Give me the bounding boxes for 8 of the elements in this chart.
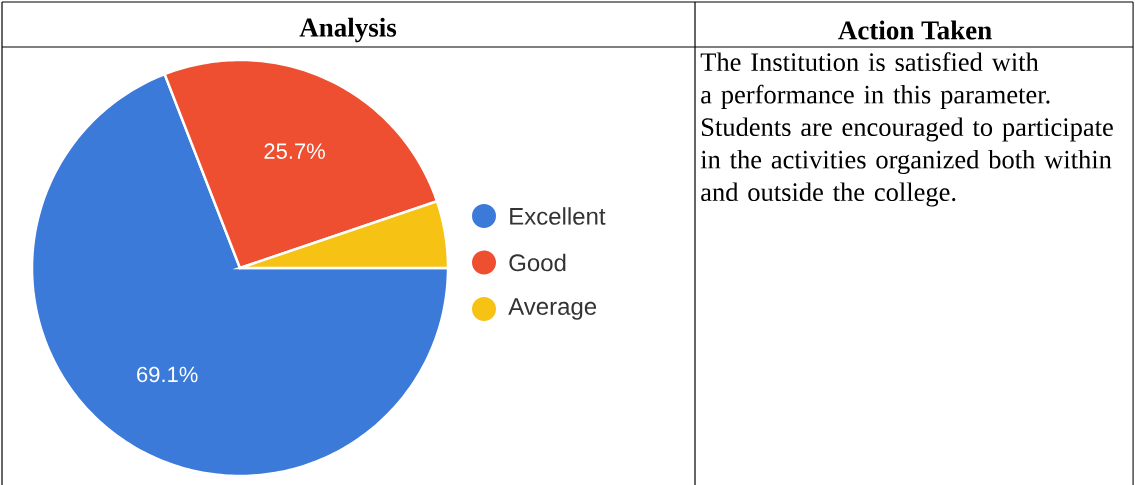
legend-label: Good — [509, 253, 566, 272]
chart-title: Analysis — [299, 17, 397, 43]
text: Action Taken — [838, 20, 992, 40]
legend-label: Excellent — [510, 207, 606, 225]
text: The Institution is satisfied with a performance in this parameter. Students are encouraged to participate in the activities organized both within and outside the college. — [700, 52, 1113, 207]
data-label: 25.7% — [264, 143, 325, 159]
data-label: 69.1% — [137, 366, 198, 383]
legend-label: Average — [508, 298, 597, 320]
